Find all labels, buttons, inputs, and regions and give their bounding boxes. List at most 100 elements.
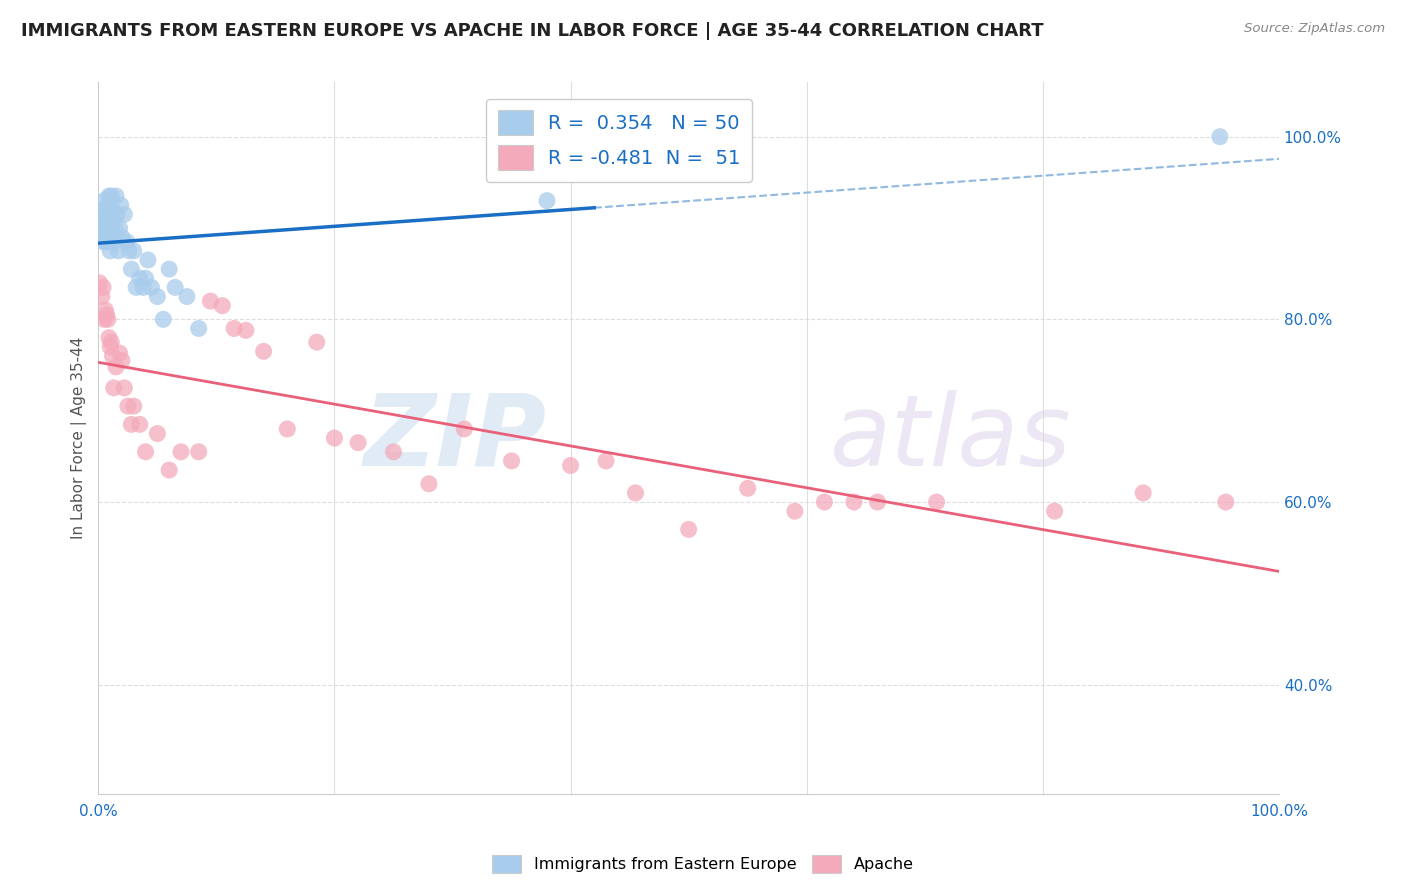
Point — [96, 308, 118, 322]
Point — [112, 381, 135, 395]
Point — [105, 207, 128, 221]
Point — [94, 221, 117, 235]
Point — [120, 417, 142, 432]
Legend: R =  0.354   N = 50, R = -0.481  N =  51: R = 0.354 N = 50, R = -0.481 N = 51 — [486, 99, 752, 182]
Point — [157, 262, 180, 277]
Point — [536, 194, 558, 208]
Point — [1209, 129, 1232, 144]
Point — [678, 523, 700, 537]
Point — [187, 445, 209, 459]
Point — [925, 495, 948, 509]
Point — [105, 189, 128, 203]
Point — [94, 303, 117, 318]
Point — [111, 353, 134, 368]
Point — [103, 211, 125, 226]
Point — [98, 189, 121, 203]
Point — [103, 235, 125, 249]
Point — [97, 198, 120, 212]
Point — [737, 481, 759, 495]
Point — [146, 289, 169, 303]
Point — [104, 221, 127, 235]
Point — [96, 207, 118, 221]
Point — [117, 399, 139, 413]
Point — [453, 422, 475, 436]
Point — [91, 280, 114, 294]
Point — [118, 244, 141, 258]
Point — [187, 321, 209, 335]
Point — [866, 495, 889, 509]
Point — [170, 445, 193, 459]
Point — [165, 280, 187, 294]
Point — [1215, 495, 1237, 509]
Point — [235, 323, 257, 337]
Point — [125, 280, 148, 294]
Point — [93, 194, 115, 208]
Point — [101, 349, 124, 363]
Point — [93, 207, 115, 221]
Point — [90, 211, 112, 226]
Point — [595, 454, 617, 468]
Point — [98, 331, 121, 345]
Point — [128, 271, 150, 285]
Point — [108, 221, 131, 235]
Point — [157, 463, 180, 477]
Y-axis label: In Labor Force | Age 35-44: In Labor Force | Age 35-44 — [72, 337, 87, 540]
Point — [211, 299, 233, 313]
Point — [110, 198, 132, 212]
Point — [152, 312, 174, 326]
Point — [501, 454, 523, 468]
Point — [276, 422, 298, 436]
Point — [103, 381, 125, 395]
Point — [323, 431, 346, 445]
Point — [91, 202, 114, 217]
Point — [224, 321, 246, 335]
Point — [91, 235, 114, 249]
Point — [90, 217, 112, 231]
Point — [115, 235, 138, 249]
Point — [122, 244, 145, 258]
Point — [100, 335, 122, 350]
Point — [253, 344, 276, 359]
Point — [176, 289, 198, 303]
Point — [108, 346, 131, 360]
Legend: Immigrants from Eastern Europe, Apache: Immigrants from Eastern Europe, Apache — [486, 848, 920, 880]
Point — [98, 340, 121, 354]
Point — [842, 495, 865, 509]
Point — [200, 294, 222, 309]
Point — [90, 289, 112, 303]
Point — [1043, 504, 1066, 518]
Point — [112, 207, 135, 221]
Point — [305, 335, 328, 350]
Point — [382, 445, 405, 459]
Point — [122, 399, 145, 413]
Point — [94, 235, 117, 249]
Text: IMMIGRANTS FROM EASTERN EUROPE VS APACHE IN LABOR FORCE | AGE 35-44 CORRELATION : IMMIGRANTS FROM EASTERN EUROPE VS APACHE… — [21, 22, 1043, 40]
Text: atlas: atlas — [831, 390, 1071, 487]
Point — [100, 221, 122, 235]
Text: ZIP: ZIP — [364, 390, 547, 487]
Point — [89, 276, 111, 290]
Point — [100, 189, 122, 203]
Point — [1132, 486, 1154, 500]
Point — [418, 476, 440, 491]
Point — [93, 312, 115, 326]
Point — [783, 504, 806, 518]
Point — [98, 221, 121, 235]
Point — [98, 244, 121, 258]
Point — [107, 244, 129, 258]
Point — [813, 495, 835, 509]
Point — [135, 271, 157, 285]
Point — [90, 226, 112, 240]
Point — [120, 262, 142, 277]
Point — [105, 359, 128, 374]
Point — [141, 280, 163, 294]
Point — [135, 445, 157, 459]
Point — [97, 235, 120, 249]
Point — [132, 280, 155, 294]
Point — [101, 202, 124, 217]
Point — [146, 426, 169, 441]
Point — [98, 207, 121, 221]
Point — [111, 230, 134, 244]
Point — [136, 252, 159, 267]
Point — [89, 226, 111, 240]
